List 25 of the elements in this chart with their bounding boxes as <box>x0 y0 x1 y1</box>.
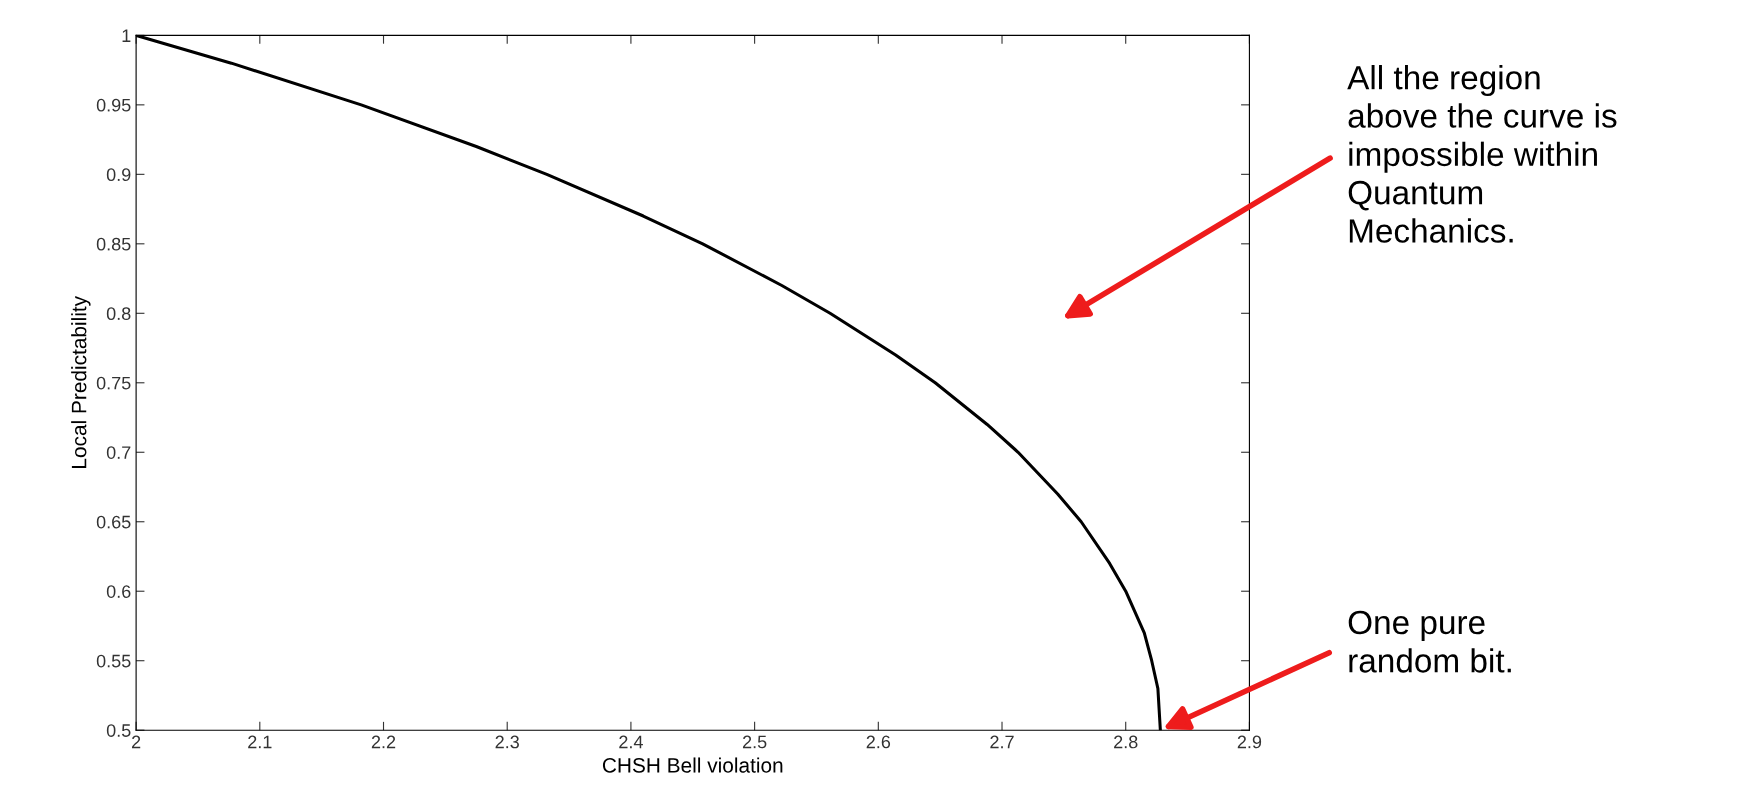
x-axis-title: CHSH Bell violation <box>602 757 783 773</box>
x-tick-label: 2.8 <box>1114 735 1138 749</box>
y-tick-label: 0.5 <box>106 724 131 737</box>
y-tick-label: 0.55 <box>96 654 131 668</box>
x-tick-label: 2.2 <box>371 735 396 749</box>
x-tick-label: 2.7 <box>990 735 1014 749</box>
y-tick-label: 0.9 <box>106 168 131 182</box>
x-tick-label: 2 <box>132 735 141 749</box>
y-tick-label: 0.6 <box>106 585 131 598</box>
text: All the region above the curve is impossible within Quantum Mechanics. <box>1347 65 1617 243</box>
x-tick-label: 2.1 <box>248 735 272 749</box>
annotation: One pure random bit. <box>1348 610 1511 673</box>
y-tick-label: 0.85 <box>96 237 131 251</box>
y-tick-label: 0.7 <box>106 446 131 459</box>
y-tick-label: 1 <box>122 29 131 42</box>
y-tick-label: 0.65 <box>96 515 131 529</box>
y-tick-label: 0.75 <box>96 376 131 390</box>
x-tick-label: 2.5 <box>742 735 767 749</box>
x-tick-label: 2.9 <box>1237 735 1262 749</box>
y-axis-title: Local Predictability <box>71 295 91 468</box>
x-tick-label: 2.4 <box>619 735 643 749</box>
x-tick-label: 2.3 <box>495 735 519 749</box>
x-tick-label: 2.6 <box>866 735 891 749</box>
y-tick-label: 0.8 <box>106 307 131 321</box>
y-tick-label: 0.95 <box>96 98 131 112</box>
